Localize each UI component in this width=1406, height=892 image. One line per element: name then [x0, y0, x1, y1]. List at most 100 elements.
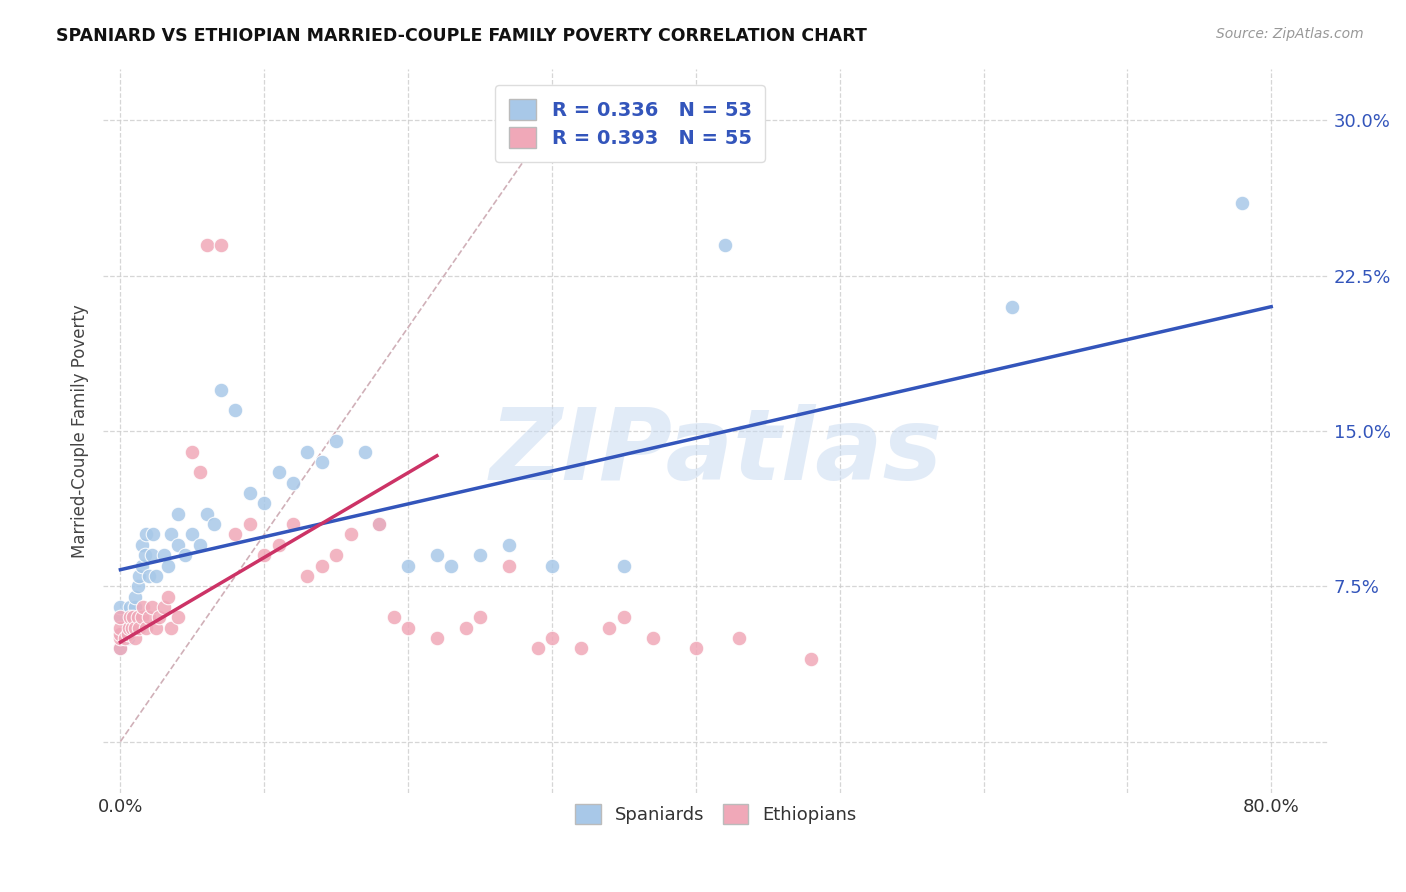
- Point: [121, 621, 143, 635]
- Point: [117, 631, 139, 645]
- Point: [110, 627, 132, 641]
- Point: [128, 621, 150, 635]
- Point: [124, 631, 146, 645]
- Point: [110, 641, 132, 656]
- Point: [1001, 300, 1024, 314]
- Point: [339, 527, 361, 541]
- Point: [440, 558, 463, 573]
- Point: [311, 558, 333, 573]
- Point: [368, 517, 391, 532]
- Point: [124, 599, 146, 614]
- Point: [239, 517, 262, 532]
- Point: [128, 569, 150, 583]
- Point: [110, 610, 132, 624]
- Point: [117, 621, 139, 635]
- Point: [325, 434, 347, 449]
- Legend: Spaniards, Ethiopians: Spaniards, Ethiopians: [564, 794, 868, 835]
- Point: [114, 631, 136, 645]
- Point: [117, 627, 139, 641]
- Point: [1232, 196, 1254, 211]
- Point: [145, 621, 167, 635]
- Point: [167, 538, 190, 552]
- Y-axis label: Married-Couple Family Poverty: Married-Couple Family Poverty: [72, 304, 89, 558]
- Point: [141, 599, 163, 614]
- Point: [253, 548, 276, 562]
- Point: [159, 621, 181, 635]
- Point: [134, 548, 156, 562]
- Point: [132, 599, 155, 614]
- Point: [181, 444, 204, 458]
- Point: [382, 610, 405, 624]
- Point: [167, 610, 190, 624]
- Point: [118, 621, 141, 635]
- Point: [120, 599, 142, 614]
- Point: [281, 517, 304, 532]
- Text: SPANIARD VS ETHIOPIAN MARRIED-COUPLE FAMILY POVERTY CORRELATION CHART: SPANIARD VS ETHIOPIAN MARRIED-COUPLE FAM…: [56, 27, 868, 45]
- Point: [135, 621, 157, 635]
- Point: [124, 590, 146, 604]
- Point: [454, 621, 477, 635]
- Point: [122, 610, 145, 624]
- Point: [526, 641, 548, 656]
- Point: [354, 444, 377, 458]
- Point: [267, 538, 290, 552]
- Point: [613, 558, 636, 573]
- Point: [209, 383, 232, 397]
- Point: [120, 610, 142, 624]
- Point: [253, 496, 276, 510]
- Point: [159, 527, 181, 541]
- Point: [195, 507, 218, 521]
- Point: [281, 475, 304, 490]
- Point: [110, 641, 132, 656]
- Point: [120, 610, 142, 624]
- Point: [135, 527, 157, 541]
- Point: [127, 610, 149, 624]
- Point: [131, 558, 153, 573]
- Point: [138, 610, 160, 624]
- Point: [598, 621, 620, 635]
- Point: [202, 517, 225, 532]
- Point: [110, 627, 132, 641]
- Point: [426, 631, 449, 645]
- Point: [498, 558, 520, 573]
- Point: [131, 538, 153, 552]
- Point: [138, 569, 160, 583]
- Point: [156, 590, 179, 604]
- Point: [641, 631, 664, 645]
- Point: [195, 237, 218, 252]
- Text: Source: ZipAtlas.com: Source: ZipAtlas.com: [1216, 27, 1364, 41]
- Point: [121, 621, 143, 635]
- Point: [156, 558, 179, 573]
- Point: [267, 466, 290, 480]
- Point: [110, 599, 132, 614]
- Point: [396, 621, 419, 635]
- Point: [685, 641, 707, 656]
- Point: [426, 548, 449, 562]
- Point: [713, 237, 735, 252]
- Point: [188, 466, 211, 480]
- Point: [325, 548, 347, 562]
- Point: [368, 517, 391, 532]
- Point: [396, 558, 419, 573]
- Point: [131, 610, 153, 624]
- Point: [297, 444, 319, 458]
- Point: [498, 538, 520, 552]
- Point: [297, 569, 319, 583]
- Point: [224, 403, 246, 417]
- Point: [124, 621, 146, 635]
- Point: [800, 651, 823, 665]
- Point: [152, 548, 174, 562]
- Point: [174, 548, 197, 562]
- Point: [110, 610, 132, 624]
- Point: [311, 455, 333, 469]
- Point: [122, 610, 145, 624]
- Point: [209, 237, 232, 252]
- Point: [541, 631, 564, 645]
- Point: [181, 527, 204, 541]
- Point: [541, 558, 564, 573]
- Point: [728, 631, 751, 645]
- Point: [127, 579, 149, 593]
- Point: [148, 610, 170, 624]
- Point: [142, 527, 165, 541]
- Point: [110, 631, 132, 645]
